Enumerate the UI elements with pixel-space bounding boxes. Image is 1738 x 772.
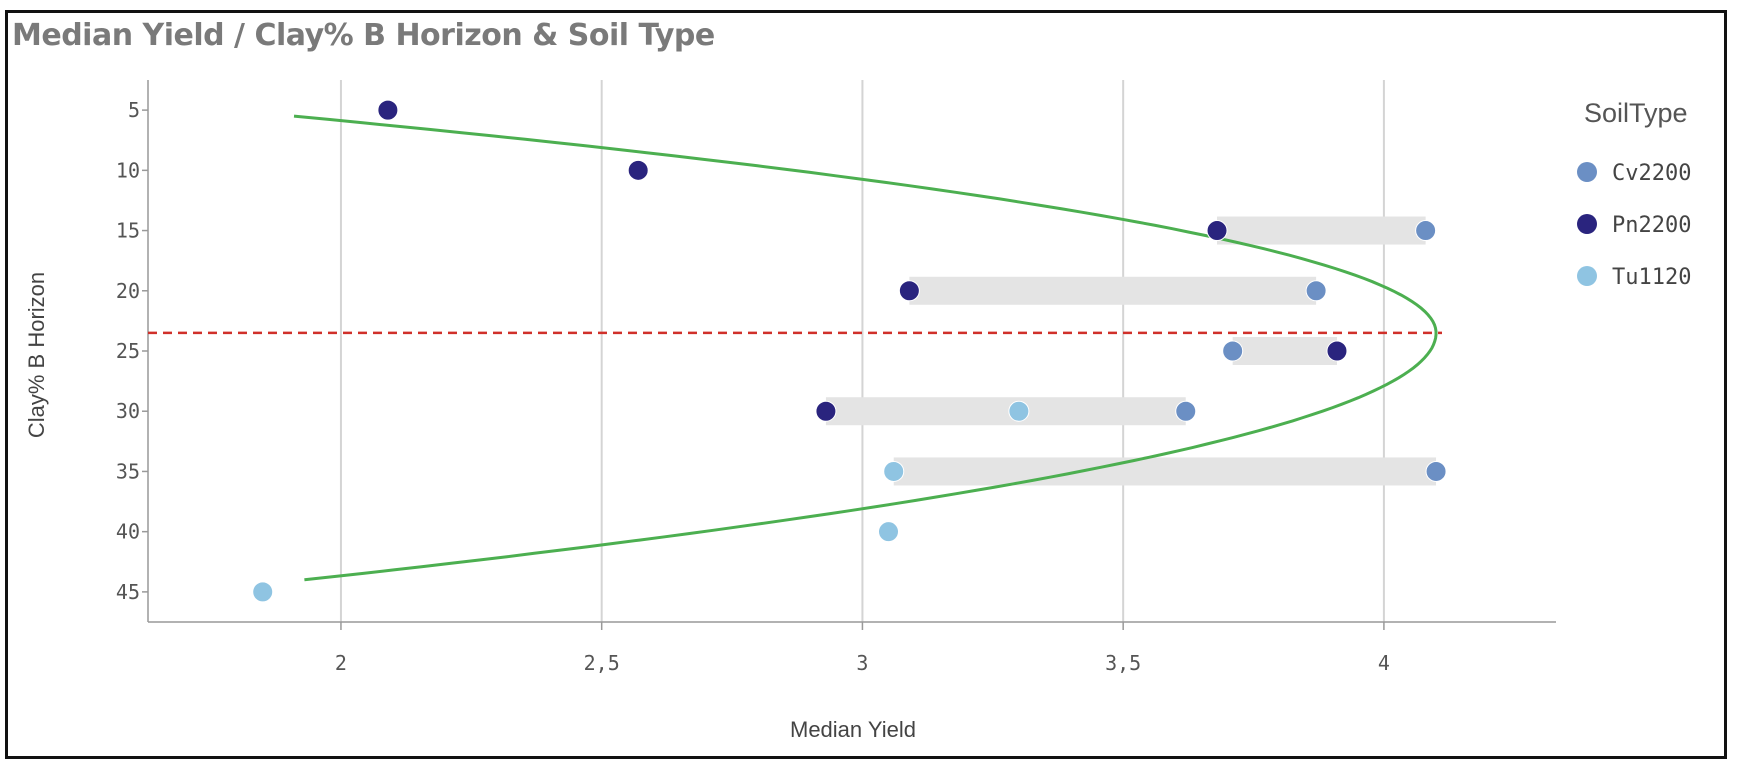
x-axis-ticks: 2 2,5 3 3,5 4 — [335, 622, 1390, 675]
x-tick-label: 4 — [1378, 651, 1390, 675]
legend[interactable]: SoilType Cv2200 Pn2200 Tu1120 — [1577, 98, 1691, 290]
y-tick-label: 10 — [116, 158, 140, 182]
range-bar — [1217, 216, 1426, 245]
range-bar — [909, 276, 1317, 305]
point-pn2200 — [377, 99, 399, 121]
y-tick-label: 40 — [116, 520, 140, 544]
legend-swatch-pn2200 — [1577, 214, 1597, 234]
y-tick-label: 20 — [116, 279, 140, 303]
x-tick-label: 3 — [856, 651, 868, 675]
range-bars — [825, 216, 1437, 486]
point-tu1120 — [878, 521, 900, 543]
y-axis-title: Clay% B Horizon — [24, 272, 49, 438]
point-pn2200 — [815, 400, 837, 422]
point-cv2200 — [1415, 220, 1437, 242]
data-points — [252, 99, 1447, 603]
x-tick-label: 3,5 — [1105, 651, 1141, 675]
legend-label: Pn2200 — [1612, 213, 1691, 238]
y-tick-label: 30 — [116, 399, 140, 423]
point-tu1120 — [883, 460, 905, 482]
x-tick-label: 2 — [335, 651, 347, 675]
chart-frame — [5, 10, 1727, 759]
y-axis-ticks: 5 10 15 20 25 30 35 40 45 — [116, 98, 148, 604]
trend-curve — [293, 114, 1438, 582]
point-pn2200 — [1326, 340, 1348, 362]
point-pn2200 — [1206, 220, 1228, 242]
point-pn2200 — [627, 159, 649, 181]
y-tick-label: 5 — [128, 98, 140, 122]
range-bar — [1232, 337, 1337, 365]
y-tick-label: 25 — [116, 339, 140, 363]
range-bar — [825, 397, 1186, 426]
legend-swatch-tu1120 — [1577, 266, 1597, 286]
point-cv2200 — [1305, 280, 1327, 302]
range-bar — [893, 457, 1437, 486]
x-tick-label: 2,5 — [584, 651, 620, 675]
y-tick-label: 45 — [116, 580, 140, 604]
x-axis-title: Median Yield — [790, 717, 916, 742]
grid-lines — [339, 80, 1385, 622]
point-cv2200 — [1222, 340, 1244, 362]
point-cv2200 — [1175, 400, 1197, 422]
trend-curve-group — [293, 114, 1438, 582]
y-tick-label: 15 — [116, 219, 140, 243]
legend-label: Cv2200 — [1612, 161, 1691, 186]
legend-title: SoilType — [1584, 98, 1688, 128]
y-tick-label: 35 — [116, 459, 140, 483]
legend-swatch-cv2200 — [1577, 162, 1597, 182]
point-cv2200 — [1425, 460, 1447, 482]
chart-title: Median Yield / Clay% B Horizon & Soil Ty… — [12, 18, 715, 53]
point-tu1120 — [252, 581, 274, 603]
legend-label: Tu1120 — [1612, 265, 1691, 290]
point-tu1120 — [1008, 400, 1030, 422]
point-pn2200 — [898, 280, 920, 302]
